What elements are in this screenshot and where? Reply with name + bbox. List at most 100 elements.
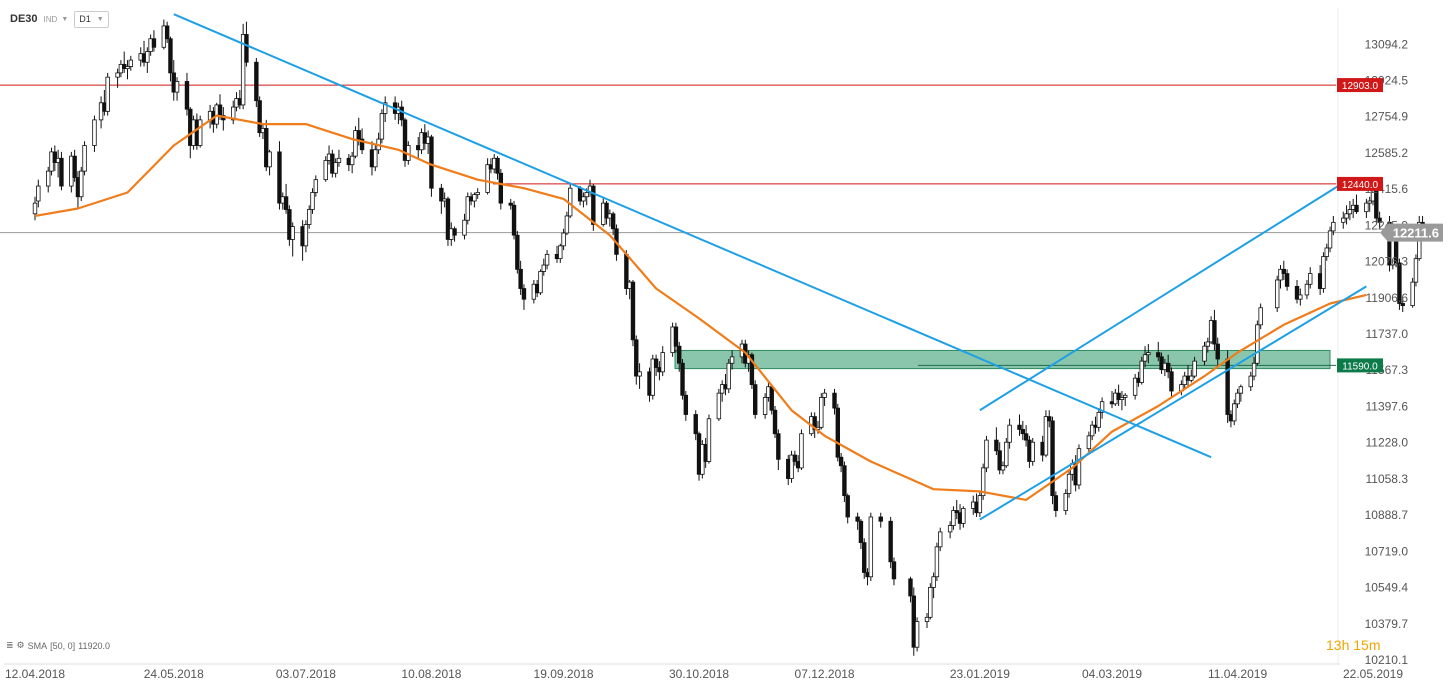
bull-candle-body bbox=[174, 81, 180, 93]
bear-candle-body bbox=[683, 394, 689, 415]
x-tick-label: 12.04.2018 bbox=[5, 667, 65, 681]
candle bbox=[82, 141, 87, 176]
candle bbox=[1331, 215, 1336, 236]
y-tick-label: 10888.7 bbox=[1365, 508, 1409, 522]
candle bbox=[561, 228, 566, 251]
bull-candle-body bbox=[92, 119, 97, 146]
candle bbox=[1364, 198, 1369, 219]
indicator-name: SMA bbox=[27, 640, 48, 651]
candle bbox=[475, 188, 480, 199]
candle bbox=[822, 388, 827, 406]
bear-candle-body bbox=[164, 25, 170, 40]
bull-candle-body bbox=[1347, 209, 1353, 215]
candle bbox=[168, 36, 173, 82]
bear-candle-body bbox=[753, 384, 758, 415]
bull-candle-body bbox=[1410, 281, 1415, 307]
candle bbox=[630, 279, 636, 347]
bear-candle-body bbox=[855, 516, 860, 522]
timeframe-select[interactable]: D1 ▼ bbox=[74, 10, 109, 28]
chevron-down-icon: ▼ bbox=[96, 15, 104, 23]
candle bbox=[1304, 279, 1310, 300]
candle bbox=[1397, 258, 1402, 310]
candle bbox=[323, 156, 328, 182]
candle bbox=[290, 222, 295, 257]
y-tick-label: 10210.1 bbox=[1365, 653, 1409, 667]
candle bbox=[858, 519, 864, 550]
candle bbox=[36, 179, 41, 208]
instrument-type-select[interactable]: IND ▼ bbox=[44, 15, 69, 24]
bear-candle-body bbox=[842, 465, 847, 497]
price-labels-layer: 11590.0 12903.0 12440.0 12211.6 bbox=[1337, 78, 1443, 373]
x-tick-label: 22.05.2019 bbox=[1343, 667, 1403, 681]
bull-candle-body bbox=[1099, 401, 1105, 413]
candle bbox=[105, 72, 110, 116]
bull-candle-body bbox=[581, 196, 586, 202]
candle bbox=[46, 166, 51, 193]
plot-area bbox=[4, 8, 1340, 665]
candle bbox=[1324, 243, 1329, 261]
candle bbox=[799, 429, 804, 471]
bear-candle-body bbox=[776, 433, 781, 460]
bull-candle-body bbox=[980, 467, 986, 497]
bull-candle-body bbox=[544, 253, 550, 266]
candle bbox=[1367, 196, 1372, 212]
bull-candle-body bbox=[561, 232, 566, 247]
resistance-price-tag bbox=[1337, 176, 1383, 191]
bear-candle-body bbox=[610, 213, 616, 230]
bull-candle-body bbox=[584, 192, 589, 198]
bull-candle-body bbox=[819, 397, 824, 428]
bull-candle-body bbox=[961, 508, 966, 524]
candle bbox=[1020, 420, 1026, 441]
bear-candle-body bbox=[888, 520, 893, 563]
candle bbox=[197, 115, 203, 148]
gear-icon[interactable]: ⚙ bbox=[16, 640, 25, 650]
candle bbox=[174, 77, 180, 101]
candle bbox=[231, 100, 236, 125]
candle bbox=[1165, 354, 1171, 379]
y-tick-label: 10379.7 bbox=[1365, 617, 1409, 631]
bull-candle-body bbox=[984, 439, 989, 469]
y-tick-label: 12585.2 bbox=[1365, 146, 1409, 160]
bear-candle-body bbox=[1169, 371, 1174, 392]
bear-candle-body bbox=[1377, 217, 1382, 223]
bear-candle-body bbox=[445, 198, 451, 240]
candle bbox=[980, 463, 986, 500]
bear-candle-body bbox=[749, 354, 755, 386]
bull-candle-body bbox=[1205, 341, 1211, 347]
bear-candle-body bbox=[858, 520, 864, 543]
candle bbox=[439, 183, 444, 214]
bear-candle-body bbox=[1284, 273, 1290, 287]
candle bbox=[1238, 384, 1244, 402]
candle bbox=[52, 145, 58, 172]
bear-candle-body bbox=[1020, 429, 1026, 435]
bear-candle-body bbox=[1053, 495, 1059, 511]
candle bbox=[653, 354, 659, 377]
bull-candle-body bbox=[1251, 362, 1257, 377]
candle bbox=[277, 141, 282, 210]
candle bbox=[1278, 265, 1283, 289]
chevron-down-icon: ▼ bbox=[61, 15, 69, 23]
candle bbox=[1298, 288, 1303, 306]
candle bbox=[333, 158, 338, 178]
bear-candle-body bbox=[769, 386, 774, 411]
bull-candle-body bbox=[128, 59, 134, 67]
candle bbox=[307, 205, 312, 229]
bear-candle-body bbox=[653, 358, 659, 368]
candle bbox=[511, 201, 517, 240]
bear-candle-body bbox=[835, 407, 840, 458]
candle bbox=[1248, 371, 1253, 392]
y-tick-label: 11228.0 bbox=[1366, 436, 1409, 450]
bull-candle-body bbox=[310, 192, 315, 210]
candle bbox=[59, 151, 64, 191]
bull-candle-body bbox=[1367, 200, 1372, 204]
bull-candle-body bbox=[1063, 493, 1068, 511]
bull-candle-body bbox=[333, 162, 338, 174]
indicator-legend[interactable]: ≣ ⚙ SMA [50, 0] 11920.0 bbox=[6, 640, 110, 651]
candle bbox=[1086, 431, 1092, 453]
candle bbox=[244, 21, 249, 67]
channel-upper-trendline bbox=[979, 179, 1348, 412]
bull-candle-body bbox=[1030, 441, 1035, 462]
candle bbox=[382, 96, 388, 123]
